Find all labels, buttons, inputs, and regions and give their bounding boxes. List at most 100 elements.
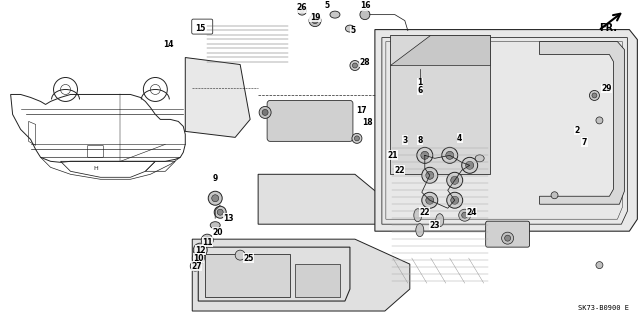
Polygon shape [540, 41, 625, 204]
Polygon shape [375, 30, 637, 231]
Circle shape [445, 151, 454, 159]
Polygon shape [205, 254, 290, 297]
Circle shape [217, 209, 223, 215]
Text: 11: 11 [202, 238, 212, 247]
Text: 10: 10 [193, 254, 204, 263]
Text: 12: 12 [195, 246, 205, 255]
Circle shape [204, 237, 210, 243]
Text: 25: 25 [243, 254, 253, 263]
Circle shape [596, 117, 603, 124]
Text: 5: 5 [324, 1, 330, 10]
Text: 2: 2 [575, 126, 580, 135]
Text: 13: 13 [223, 214, 234, 223]
Circle shape [259, 107, 271, 118]
Circle shape [426, 171, 434, 179]
Polygon shape [390, 34, 490, 174]
Text: 3: 3 [402, 136, 408, 145]
Circle shape [459, 209, 470, 221]
Circle shape [312, 18, 318, 24]
Circle shape [402, 30, 414, 41]
Text: 24: 24 [467, 208, 477, 217]
Circle shape [551, 192, 558, 199]
Text: 14: 14 [163, 40, 173, 49]
Circle shape [298, 6, 307, 15]
Polygon shape [192, 239, 410, 311]
Circle shape [352, 133, 362, 143]
Ellipse shape [210, 222, 220, 229]
Text: 27: 27 [191, 262, 202, 271]
Ellipse shape [330, 11, 340, 18]
Circle shape [193, 264, 198, 268]
Circle shape [360, 10, 370, 19]
Ellipse shape [414, 209, 422, 222]
Circle shape [262, 109, 268, 115]
Text: 6: 6 [417, 86, 422, 95]
Circle shape [193, 243, 207, 257]
Circle shape [451, 196, 459, 204]
Circle shape [442, 147, 458, 163]
Circle shape [461, 157, 477, 173]
Circle shape [451, 176, 459, 184]
Text: 9: 9 [212, 174, 218, 183]
Text: 15: 15 [195, 24, 205, 33]
Circle shape [461, 212, 468, 218]
Text: 22: 22 [395, 166, 405, 175]
Circle shape [192, 252, 204, 264]
Polygon shape [295, 264, 340, 297]
Circle shape [212, 195, 219, 202]
Circle shape [502, 232, 514, 244]
Polygon shape [390, 34, 490, 64]
Circle shape [300, 9, 304, 13]
Text: 17: 17 [356, 106, 367, 115]
FancyBboxPatch shape [267, 100, 353, 141]
Circle shape [466, 161, 474, 169]
Circle shape [420, 151, 429, 159]
Text: 28: 28 [360, 58, 370, 67]
Circle shape [214, 206, 226, 218]
Text: 1: 1 [417, 78, 422, 87]
Ellipse shape [346, 25, 355, 32]
Text: 22: 22 [420, 208, 430, 217]
Text: SK73-B0900 E: SK73-B0900 E [579, 305, 629, 311]
Circle shape [447, 172, 463, 188]
Text: 21: 21 [388, 151, 398, 160]
Circle shape [426, 196, 434, 204]
Circle shape [417, 147, 433, 163]
Text: 20: 20 [212, 228, 223, 237]
Ellipse shape [475, 155, 484, 162]
Polygon shape [185, 57, 250, 137]
Circle shape [447, 192, 463, 208]
Text: 26: 26 [297, 3, 307, 12]
Text: 8: 8 [417, 136, 422, 145]
Text: FR.: FR. [600, 23, 618, 33]
Text: 5: 5 [350, 26, 355, 35]
FancyBboxPatch shape [486, 221, 529, 247]
Text: 23: 23 [429, 221, 440, 230]
Circle shape [504, 235, 511, 241]
Text: 18: 18 [363, 118, 373, 127]
Text: 29: 29 [601, 84, 612, 93]
Polygon shape [258, 174, 395, 224]
Circle shape [589, 91, 600, 100]
Text: 19: 19 [310, 13, 320, 22]
Circle shape [422, 167, 438, 183]
Ellipse shape [416, 224, 424, 237]
Circle shape [197, 247, 204, 253]
Text: 16: 16 [360, 1, 370, 10]
Circle shape [592, 93, 597, 98]
Circle shape [355, 136, 360, 141]
Circle shape [350, 61, 360, 70]
Circle shape [196, 256, 201, 261]
Circle shape [309, 15, 321, 26]
Circle shape [353, 63, 357, 68]
Circle shape [422, 192, 438, 208]
Circle shape [596, 262, 603, 269]
Text: H: H [93, 166, 98, 171]
Circle shape [190, 261, 200, 271]
Circle shape [201, 234, 213, 246]
Text: 7: 7 [582, 138, 587, 147]
Text: 4: 4 [457, 134, 462, 143]
Circle shape [235, 250, 245, 260]
Circle shape [208, 191, 222, 205]
Ellipse shape [436, 214, 444, 227]
